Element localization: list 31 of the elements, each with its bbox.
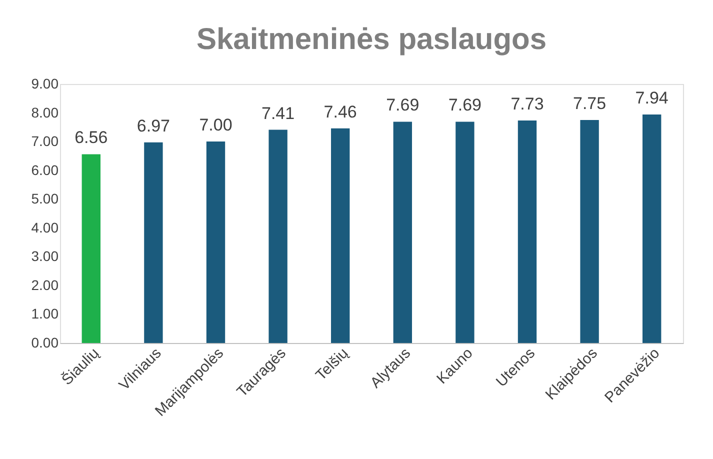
data-label: 7.00 (199, 116, 232, 135)
bar (456, 122, 474, 343)
data-label: 7.41 (262, 104, 295, 123)
y-tick-label: 4.00 (31, 219, 59, 236)
y-tick-label: 0.00 (31, 334, 59, 350)
data-label: 7.73 (510, 94, 544, 114)
bar (144, 142, 163, 343)
data-label: 6.97 (136, 116, 170, 136)
y-tick-label: 9.00 (31, 76, 59, 92)
bar (206, 142, 226, 343)
data-label: 7.69 (448, 96, 482, 115)
y-tick-label: 6.00 (31, 162, 59, 178)
y-tick-label: 5.00 (31, 190, 59, 207)
bar (518, 120, 537, 343)
y-tick-label: 3.00 (31, 248, 59, 264)
bar (393, 122, 412, 343)
chart-title: Skaitmeninės paslaugos (196, 23, 547, 56)
data-label: 7.75 (573, 94, 606, 113)
y-tick-label: 8.00 (31, 104, 59, 120)
bar (268, 130, 288, 343)
bar (642, 114, 662, 343)
bar (331, 128, 350, 343)
data-label: 7.46 (324, 102, 357, 122)
y-tick-label: 7.00 (31, 133, 59, 150)
data-label: 6.56 (74, 128, 108, 148)
data-label: 7.94 (635, 88, 668, 108)
data-label: 7.69 (386, 96, 420, 115)
y-tick-label: 1.00 (31, 306, 59, 322)
y-tick-label: 2.00 (31, 276, 59, 293)
bar (580, 120, 599, 343)
bar (82, 154, 100, 343)
